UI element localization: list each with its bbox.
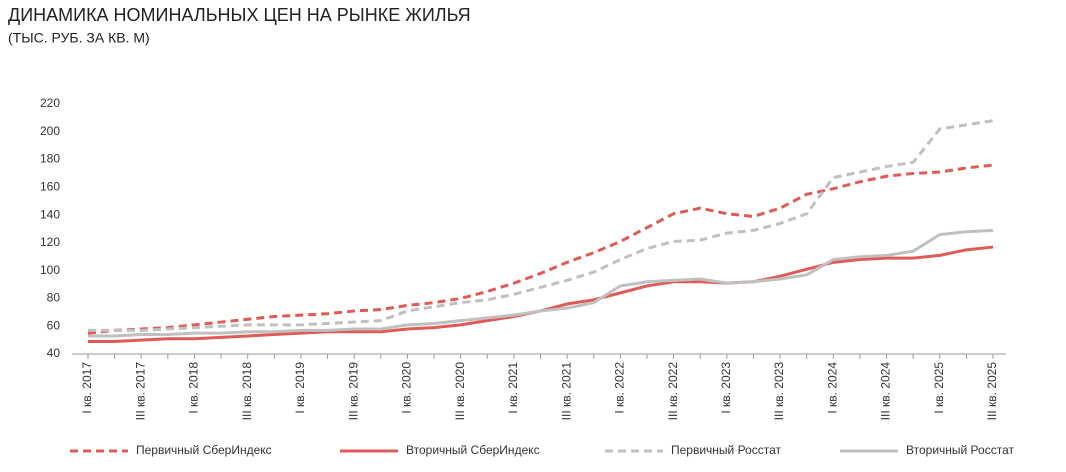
chart-title: ДИНАМИКА НОМИНАЛЬНЫХ ЦЕН НА РЫНКЕ ЖИЛЬЯ xyxy=(8,5,471,25)
x-tick-label: III кв. 2021 xyxy=(559,362,573,421)
x-tick-label: I кв. 2025 xyxy=(932,362,946,414)
x-tick-label: I кв. 2023 xyxy=(719,362,733,414)
x-tick-label: III кв. 2023 xyxy=(772,362,786,421)
y-tick-label: 80 xyxy=(47,291,61,305)
legend-label: Вторичный СберИндекс xyxy=(406,443,540,457)
y-tick-label: 100 xyxy=(40,263,60,277)
y-tick-label: 220 xyxy=(40,96,60,110)
chart-subtitle: (ТЫС. РУБ. ЗА КВ. М) xyxy=(8,30,150,46)
series-line xyxy=(87,163,994,335)
legend-label: Вторичный Росстат xyxy=(906,443,1014,457)
legend-label: Первичный Росстат xyxy=(671,443,782,457)
y-tick-label: 120 xyxy=(40,235,60,249)
series-line xyxy=(88,228,994,338)
y-tick-label: 140 xyxy=(40,207,60,221)
y-tick-label: 60 xyxy=(47,318,61,332)
y-tick-label: 200 xyxy=(40,124,60,138)
x-tick-label: I кв. 2024 xyxy=(825,362,839,414)
x-tick-label: III кв. 2017 xyxy=(133,362,147,421)
x-tick-label: III кв. 2025 xyxy=(985,362,999,421)
y-tick-label: 160 xyxy=(40,180,60,194)
x-tick-label: III кв. 2024 xyxy=(879,362,893,421)
x-tick-label: I кв. 2020 xyxy=(400,362,414,414)
x-tick-label: III кв. 2020 xyxy=(453,362,467,421)
y-tick-label: 180 xyxy=(40,152,60,166)
x-tick-label: III кв. 2018 xyxy=(240,362,254,421)
legend-label: Первичный СберИндекс xyxy=(136,443,272,457)
y-tick-label: 40 xyxy=(47,346,61,360)
x-tick-label: III кв. 2022 xyxy=(666,362,680,421)
x-tick-label: I кв. 2022 xyxy=(613,362,627,414)
x-tick-label: I кв. 2018 xyxy=(187,362,201,414)
series-line xyxy=(88,119,994,332)
x-tick-label: I кв. 2017 xyxy=(80,362,94,414)
x-tick-label: III кв. 2019 xyxy=(346,362,360,421)
x-tick-label: I кв. 2021 xyxy=(506,362,520,414)
x-tick-label: I кв. 2019 xyxy=(293,362,307,414)
